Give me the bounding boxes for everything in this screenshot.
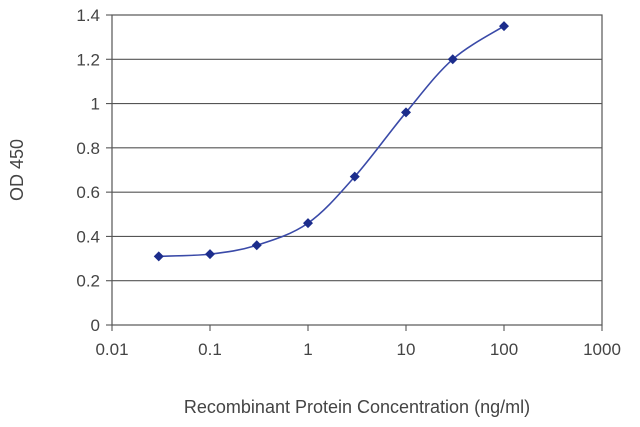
data-point — [447, 54, 458, 65]
data-point — [251, 240, 262, 251]
y-tick-label: 0.4 — [76, 227, 100, 246]
x-tick-label: 0.1 — [198, 340, 222, 359]
y-axis-title: OD 450 — [7, 139, 27, 201]
y-tick-label: 0.6 — [76, 183, 100, 202]
x-tick-label: 1 — [303, 340, 312, 359]
y-tick-label: 0.8 — [76, 139, 100, 158]
fit-curve — [158, 25, 505, 258]
y-tick-label: 0 — [91, 316, 100, 335]
x-tick-label: 10 — [397, 340, 416, 359]
y-tick-label: 1.4 — [76, 6, 100, 25]
data-point — [153, 251, 164, 262]
grid-lines — [112, 58, 602, 282]
y-tick-label: 1.2 — [76, 50, 100, 69]
y-axis: 0 0.2 0.4 0.6 0.8 1 1.2 1.4 — [76, 6, 112, 335]
x-tick-label: 1000 — [583, 340, 621, 359]
data-points — [153, 21, 509, 262]
y-tick-label: 1 — [91, 95, 100, 114]
y-tick-label: 0.2 — [76, 272, 100, 291]
data-point — [349, 171, 360, 182]
data-point — [401, 107, 411, 118]
data-point — [499, 21, 509, 32]
x-tick-label: 0.01 — [95, 340, 128, 359]
x-axis: 0.01 0.1 1 10 100 1000 — [95, 325, 621, 359]
x-axis-title: Recombinant Protein Concentration (ng/ml… — [184, 397, 530, 417]
plot-background — [112, 15, 602, 325]
x-tick-label: 100 — [490, 340, 518, 359]
data-point — [303, 218, 313, 229]
data-point — [205, 249, 215, 260]
plot-frame — [111, 14, 603, 326]
